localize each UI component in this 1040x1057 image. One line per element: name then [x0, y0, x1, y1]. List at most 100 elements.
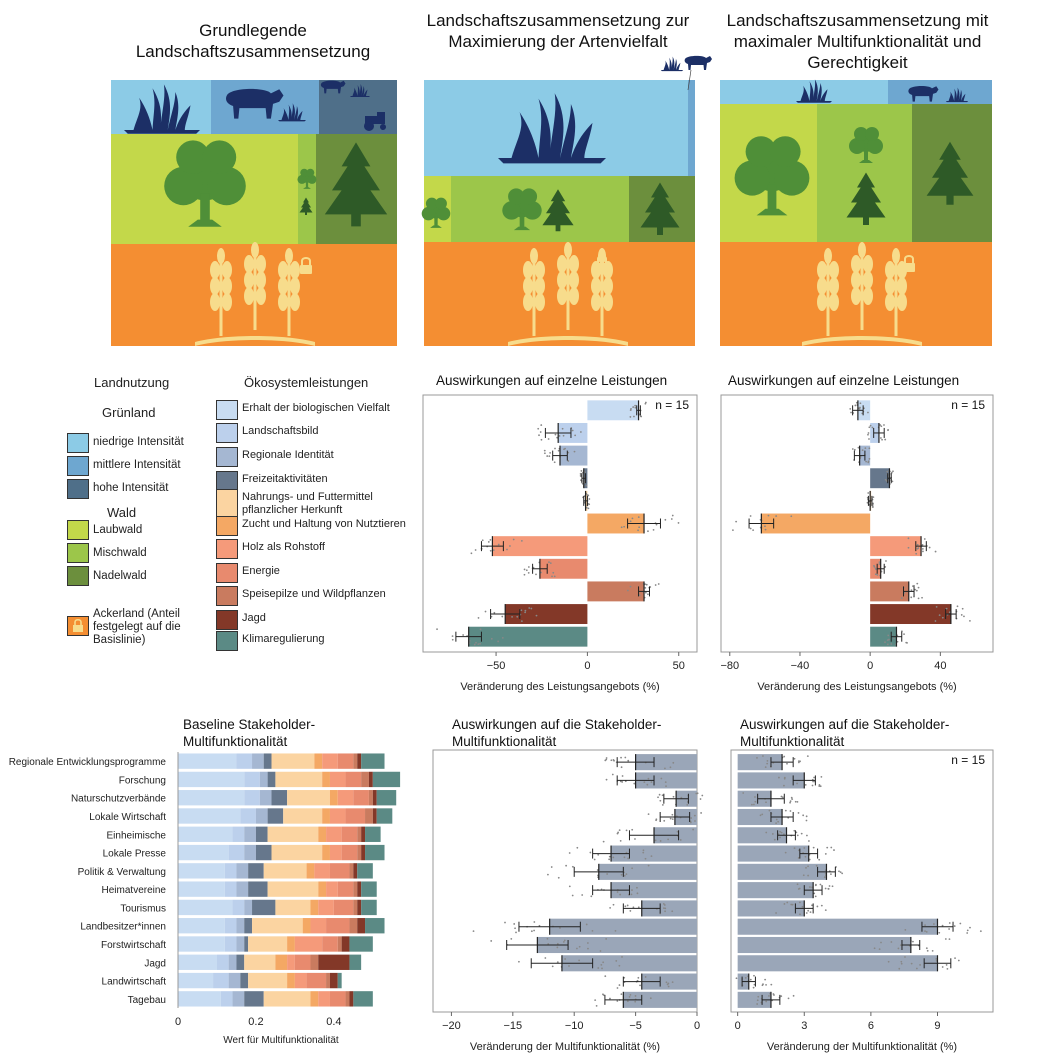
data-point — [912, 940, 914, 943]
data-point — [578, 959, 581, 962]
data-point — [777, 820, 780, 823]
data-point — [600, 963, 603, 966]
data-point — [618, 964, 621, 967]
data-point — [868, 458, 871, 460]
es-bio-title: Auswirkungen auf einzelne Leistungen — [436, 373, 668, 388]
data-point — [549, 562, 552, 565]
data-point — [664, 907, 667, 910]
data-point — [941, 924, 944, 927]
data-point — [568, 965, 570, 967]
stacked-bar-segment — [271, 753, 315, 769]
data-point — [637, 906, 640, 909]
data-point — [654, 839, 657, 842]
data-point — [642, 851, 645, 854]
data-point — [916, 543, 919, 546]
stacked-bar-segment — [244, 844, 256, 861]
data-point — [679, 839, 682, 841]
data-point — [811, 886, 813, 889]
data-point — [585, 484, 588, 487]
legend-es-label: Klimaregulierung — [242, 633, 325, 645]
stacked-bar-segment — [240, 972, 249, 989]
data-point — [620, 766, 623, 769]
legend-swatch-es — [216, 516, 238, 536]
stacked-bar-segment — [326, 918, 350, 934]
data-point — [695, 792, 698, 795]
data-point — [451, 635, 454, 638]
data-point — [871, 426, 874, 429]
data-point — [867, 492, 870, 494]
data-point — [914, 588, 917, 591]
stacked-bar-segment — [178, 881, 225, 897]
data-point — [535, 614, 538, 617]
data-point — [935, 605, 938, 608]
mf-multi-title: Auswirkungen auf die Stakeholder-Multifu… — [740, 717, 950, 749]
data-point — [910, 962, 913, 965]
x-tick-label: 0 — [584, 660, 590, 672]
x-tick-label: 6 — [868, 1020, 874, 1032]
category-label: Lokale Wirtschaft — [89, 812, 166, 823]
data-point — [629, 520, 632, 523]
data-point — [753, 803, 755, 806]
data-point — [634, 404, 637, 407]
data-point — [880, 425, 883, 428]
stacked-bar-segment — [357, 826, 362, 842]
stacked-bar-segment — [178, 753, 237, 769]
legend-es-label: Nahrungs- und Futtermittel pflanzlicher … — [242, 491, 373, 516]
data-point — [669, 817, 672, 820]
category-label: Naturschutzverbände — [71, 794, 166, 805]
bar — [737, 863, 827, 880]
data-point — [880, 941, 882, 944]
bar — [737, 900, 805, 917]
data-point — [799, 913, 801, 916]
stacked-bar-segment — [178, 863, 225, 879]
data-point — [900, 960, 903, 963]
landscape-biodiversity — [421, 55, 712, 346]
data-point — [556, 946, 559, 949]
data-point — [881, 438, 883, 441]
data-point — [891, 480, 894, 483]
data-point — [890, 941, 893, 943]
data-point — [553, 575, 556, 578]
data-point — [671, 514, 674, 517]
data-point — [921, 548, 924, 550]
data-point — [744, 976, 747, 979]
data-point — [775, 822, 777, 825]
data-point — [535, 573, 537, 576]
data-point — [819, 883, 822, 886]
data-point — [633, 782, 636, 785]
stacked-bar-segment — [244, 991, 264, 1007]
stacked-bar-segment — [349, 991, 354, 1007]
legend-wald-title: Wald — [107, 505, 137, 520]
data-point — [558, 435, 561, 437]
data-point — [692, 828, 695, 831]
data-point — [765, 831, 768, 834]
stacked-bar-segment — [232, 899, 245, 916]
data-point — [647, 813, 650, 816]
data-point — [864, 447, 867, 450]
data-point — [917, 586, 920, 589]
stacked-bar-segment — [259, 790, 272, 806]
data-point — [606, 873, 609, 875]
data-point — [787, 997, 790, 1000]
data-point — [620, 993, 623, 996]
data-point — [796, 834, 799, 837]
stacked-bar-segment — [255, 808, 268, 824]
plot-frame — [730, 749, 994, 1013]
data-point — [562, 941, 565, 943]
x-axis-label: Wert für Multifunktionalität — [223, 1035, 339, 1046]
data-point — [806, 834, 808, 837]
legend-swatch-gr-mid — [67, 456, 89, 476]
stacked-bar-segment — [232, 826, 245, 842]
data-point — [806, 755, 809, 758]
stacked-bar-segment — [263, 863, 307, 879]
data-point — [966, 929, 969, 932]
stacked-bar-segment — [322, 808, 330, 824]
category-label: Regionale Entwicklungsprogramme — [9, 757, 167, 768]
data-point — [552, 571, 555, 574]
data-point — [628, 995, 631, 998]
stacked-bar-segment — [349, 863, 354, 879]
legend-swatch-es — [216, 539, 238, 559]
stacked-bar-segment — [353, 899, 358, 916]
data-point — [479, 642, 481, 645]
